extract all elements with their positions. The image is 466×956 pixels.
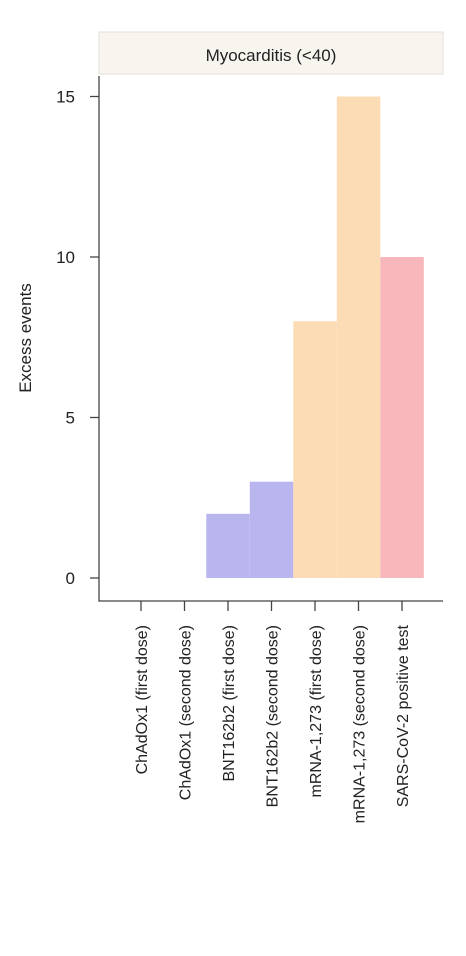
x-category-label: SARS-CoV-2 positive test — [395, 624, 412, 807]
panel-title: Myocarditis (<40) — [206, 46, 337, 65]
bars — [206, 96, 424, 578]
x-category-label: ChAdOx1 (second dose) — [178, 625, 195, 800]
x-category-label: mRNA-1,273 (second dose) — [352, 625, 369, 823]
panel-header-background — [98, 31, 444, 75]
y-ticks: 0 5 10 15 — [56, 88, 99, 588]
bar-5 — [293, 321, 337, 578]
x-category-label: BNT162b2 (second dose) — [265, 625, 282, 807]
y-tick-label: 0 — [66, 569, 75, 588]
y-tick-label: 15 — [56, 88, 75, 107]
bar-3 — [206, 513, 250, 578]
bar-7 — [380, 257, 424, 578]
axes — [98, 76, 443, 602]
y-tick-label: 5 — [66, 409, 75, 428]
bar-4 — [249, 481, 294, 578]
y-tick-label: 10 — [56, 248, 75, 267]
x-category-label: BNT162b2 (first dose) — [221, 625, 238, 782]
y-axis-label: Excess events — [16, 283, 35, 393]
bar-6 — [336, 96, 381, 578]
x-ticks: ChAdOx1 (first dose) ChAdOx1 (second dose… — [134, 601, 412, 823]
panel-header: Myocarditis (<40) — [98, 31, 444, 75]
x-category-label: ChAdOx1 (first dose) — [134, 625, 151, 774]
x-category-label: mRNA-1,273 (first dose) — [308, 625, 325, 798]
